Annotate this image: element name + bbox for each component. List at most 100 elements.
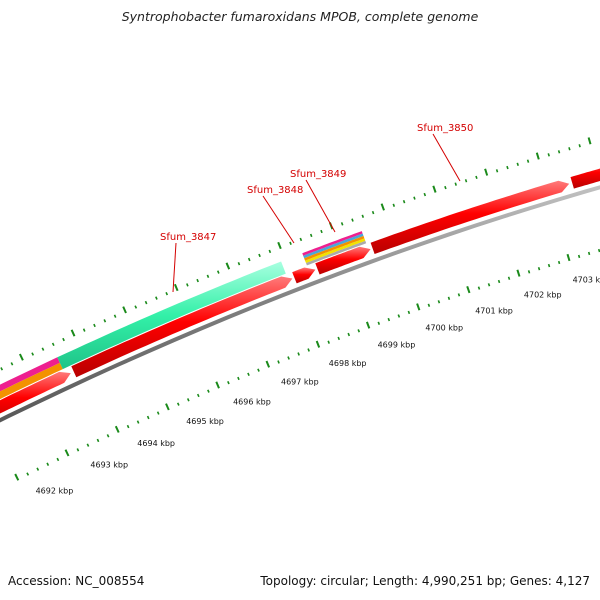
inner-tick: [507, 276, 511, 280]
scale-label: 4701 kbp: [475, 307, 513, 316]
feature-band-gray[interactable]: [306, 240, 367, 266]
scale-label: 4694 kbp: [137, 439, 175, 448]
inner-tick: [287, 356, 290, 360]
outer-tick: [258, 253, 261, 258]
scale-label: 4700 kbp: [425, 324, 463, 333]
inner-tick: [297, 352, 300, 356]
outer-tick: [113, 314, 117, 318]
cds-sfum-3850-arrow[interactable]: [370, 180, 570, 254]
inner-tick: [247, 372, 250, 377]
inner-tick: [527, 270, 531, 274]
feature-band-orange[interactable]: [304, 235, 365, 261]
scale-label: 4692 kbp: [36, 487, 74, 496]
scale-label: 4702 kbp: [524, 291, 562, 300]
outer-tick: [526, 159, 530, 163]
outer-tick: [10, 362, 14, 366]
outer-tick: [225, 262, 231, 270]
map-title: Syntrophobacter fumaroxidans MPOB, compl…: [121, 9, 479, 24]
inner-tick: [186, 398, 190, 402]
outer-tick: [82, 328, 86, 332]
gene-label-leader: [305, 179, 336, 233]
outer-tick: [51, 342, 55, 347]
feature-band-blue[interactable]: [303, 233, 364, 259]
cds-arrow[interactable]: [570, 159, 600, 189]
gene-label[interactable]: Sfum_3848: [247, 185, 303, 196]
scale-label: 4695 kbp: [186, 417, 224, 426]
inner-tick: [597, 248, 600, 253]
inner-tick: [365, 321, 371, 329]
gene-label[interactable]: Sfum_3849: [290, 169, 346, 180]
outer-tick: [186, 283, 189, 287]
inner-tick: [207, 389, 210, 393]
outer-tick: [506, 165, 509, 170]
inner-tick: [26, 472, 30, 476]
outer-tick: [587, 137, 592, 145]
outer-tick: [402, 199, 406, 204]
outer-tick: [0, 367, 4, 371]
gene-label[interactable]: Sfum_3850: [417, 123, 473, 134]
inner-tick: [547, 263, 551, 268]
outer-tick: [351, 218, 354, 222]
scale-label: 4703 kbp: [573, 276, 600, 285]
outer-tick: [122, 306, 127, 314]
cds-sfum-3848-arrow[interactable]: [292, 267, 316, 284]
outer-tick: [423, 192, 427, 197]
feature-band-mint[interactable]: [57, 261, 286, 370]
outer-tick: [516, 162, 519, 166]
outer-tick: [495, 169, 499, 173]
outer-tick: [144, 300, 148, 305]
inner-tick: [315, 340, 321, 348]
inner-tick: [537, 267, 541, 271]
inner-tick: [86, 443, 90, 447]
inner-tick: [146, 415, 150, 420]
inner-tick: [497, 279, 501, 284]
scale-label: 4693 kbp: [90, 460, 128, 469]
outer-tick: [289, 241, 292, 245]
inner-tick: [196, 393, 200, 398]
feature-band-orange[interactable]: [0, 362, 63, 418]
inner-tick: [64, 449, 70, 457]
outer-tick: [93, 323, 96, 328]
outer-tick: [475, 175, 478, 180]
inner-tick: [347, 332, 351, 337]
inner-tick: [407, 310, 411, 315]
gene-label[interactable]: Sfum_3847: [160, 232, 216, 243]
outer-tick: [547, 153, 550, 157]
inner-tick: [466, 285, 471, 294]
outer-tick: [535, 152, 540, 160]
cds-sfum-3849-arrow[interactable]: [315, 246, 371, 275]
outer-tick: [454, 182, 457, 186]
genome-summary-text: Topology: circular; Length: 4,990,251 bp…: [260, 574, 590, 588]
outer-tick: [371, 210, 375, 215]
outer-tick: [432, 185, 437, 193]
inner-tick: [56, 457, 60, 462]
inner-tick: [477, 286, 481, 290]
outer-tick: [247, 257, 251, 262]
feature-band-magenta[interactable]: [302, 231, 363, 256]
inner-tick: [307, 348, 310, 352]
inner-tick: [427, 303, 431, 307]
outer-tick: [70, 329, 76, 337]
gene-label-leader: [172, 242, 177, 293]
outer-tick: [413, 196, 416, 200]
outer-tick: [155, 296, 158, 300]
inner-tick: [106, 434, 110, 438]
inner-tick: [36, 467, 40, 471]
outer-tick: [134, 305, 138, 309]
cds-arrow[interactable]: [0, 371, 71, 429]
cds-sfum-3847-arrow[interactable]: [71, 276, 293, 378]
inner-tick: [257, 368, 260, 372]
outer-tick: [340, 222, 344, 226]
outer-tick: [103, 319, 107, 323]
feature-band-magenta[interactable]: [0, 357, 60, 411]
inner-tick: [387, 317, 391, 322]
inner-tick: [397, 314, 401, 318]
outer-tick: [268, 249, 272, 254]
inner-tick: [577, 254, 581, 259]
inner-tick: [487, 283, 491, 287]
inner-tick: [136, 420, 140, 424]
outer-tick: [206, 274, 210, 278]
inner-tick: [416, 303, 421, 311]
feature-band-yellow[interactable]: [305, 238, 366, 263]
